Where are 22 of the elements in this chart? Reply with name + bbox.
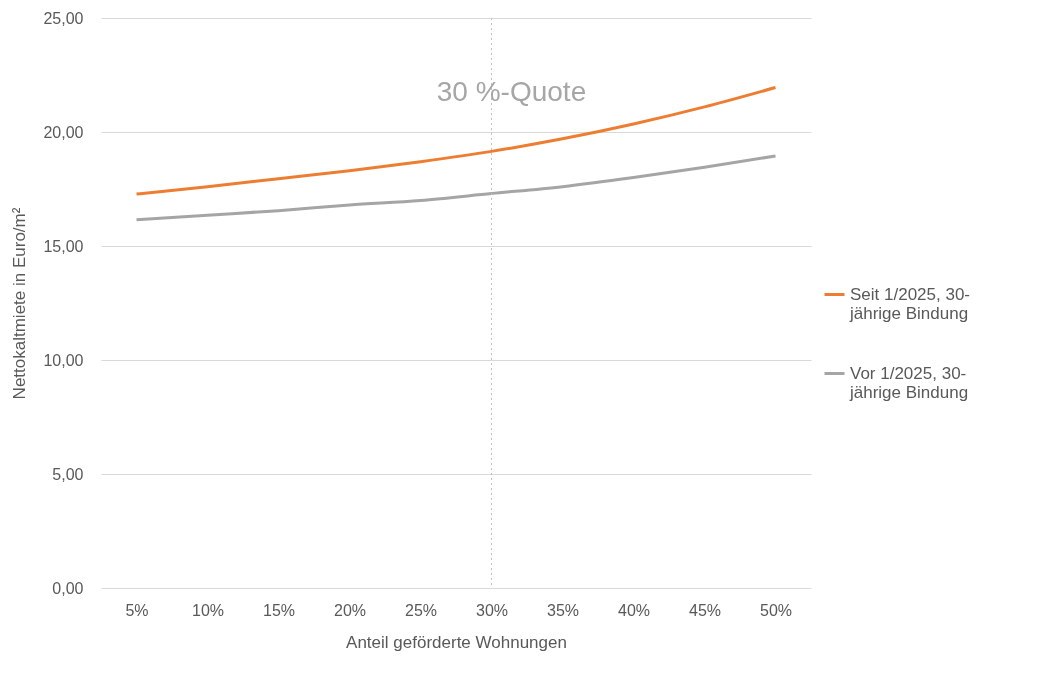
x-tick-label: 40% <box>617 601 651 619</box>
x-tick-label: 30% <box>475 601 509 619</box>
y-axis-title: Nettokaltmiete in Euro/m² <box>10 207 30 400</box>
y-tick-label: 20,00 <box>43 123 84 141</box>
x-tick-label: 45% <box>688 601 722 619</box>
line-series <box>135 154 777 222</box>
ref-line-label: 30 %-Quote <box>436 76 587 107</box>
x-tick-label: 35% <box>546 601 580 619</box>
x-tick-label: 10% <box>191 601 225 619</box>
legend-label: Vor 1/2025, 30-jährige Bindung <box>849 363 969 402</box>
x-tick-label: 50% <box>759 601 793 619</box>
y-tick-label: 10,00 <box>43 351 84 369</box>
y-tick-label: 5,00 <box>52 465 84 483</box>
x-tick-label: 5% <box>125 601 149 619</box>
x-axis-title: Anteil geförderte Wohnungen <box>346 632 567 652</box>
y-tick-label: 15,00 <box>43 237 84 255</box>
x-tick-label: 20% <box>333 601 367 619</box>
x-tick-label: 15% <box>262 601 296 619</box>
y-tick-label: 25,00 <box>43 9 84 27</box>
y-tick-label: 0,00 <box>52 579 84 597</box>
x-tick-label: 25% <box>404 601 438 619</box>
legend-label: Seit 1/2025, 30-jährige Bindung <box>849 284 971 323</box>
